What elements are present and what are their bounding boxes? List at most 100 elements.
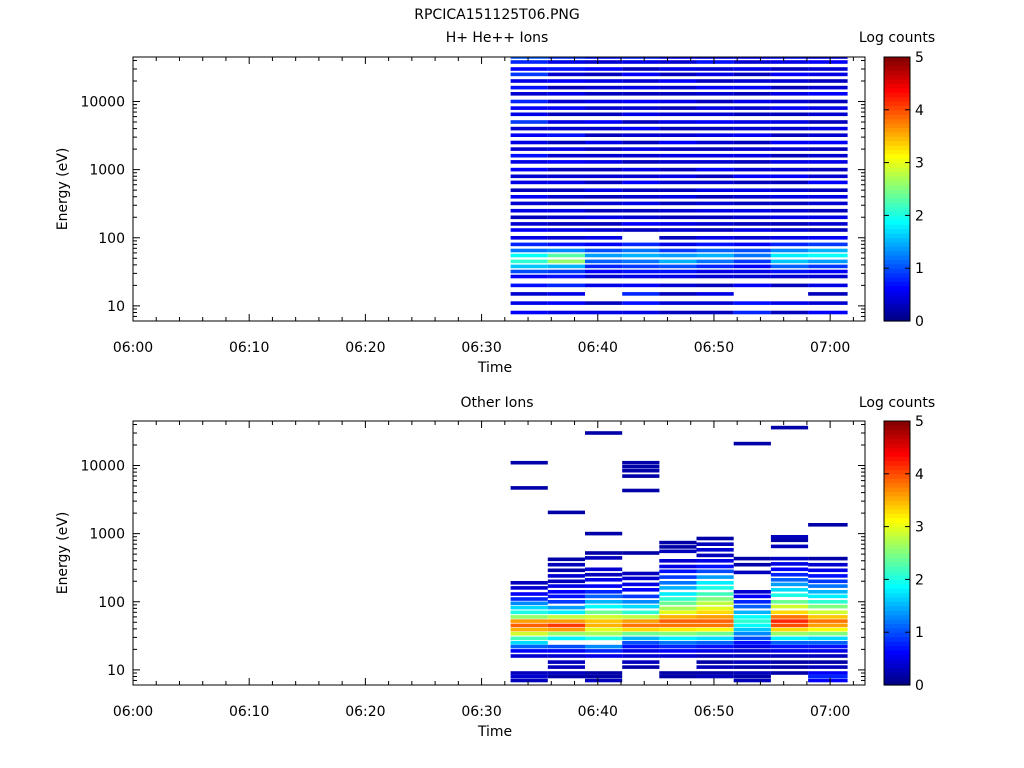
heatmap-cell	[733, 600, 771, 604]
plot-frame	[132, 56, 866, 322]
x-tick-label: 06:00	[113, 340, 153, 356]
heatmap-cell	[585, 248, 623, 253]
heatmap-cell	[808, 604, 848, 609]
heatmap-cell	[622, 600, 660, 604]
heatmap-cell	[622, 264, 660, 269]
colorbar-segment	[884, 645, 910, 651]
figure-title: RPCICA151125T06.PNG	[414, 7, 579, 23]
heatmap-cell	[547, 623, 585, 628]
colorbar-segment	[884, 131, 910, 137]
heatmap-cell	[547, 215, 585, 220]
heatmap-cell	[733, 283, 771, 288]
heatmap-cell	[547, 106, 585, 110]
heatmap-cell	[659, 228, 697, 232]
heatmap-cell	[770, 99, 809, 104]
colorbar-segment	[884, 548, 910, 554]
heatmap-cell	[547, 259, 585, 264]
heatmap-cell	[696, 269, 734, 274]
colorbar-segment	[884, 184, 910, 190]
heatmap-cell	[585, 236, 623, 240]
colorbar-segment	[884, 592, 910, 598]
heatmap-cell	[622, 310, 660, 315]
heatmap-cell	[808, 208, 848, 213]
heatmap-cell	[547, 665, 585, 669]
heatmap-cell	[510, 678, 548, 683]
heatmap-cell	[510, 644, 548, 649]
heatmap-cell	[808, 644, 848, 649]
heatmap-cell	[585, 531, 623, 536]
heatmap-cell	[510, 133, 548, 137]
heatmap-cell	[585, 133, 623, 137]
heatmap-cell	[547, 222, 585, 226]
heatmap-cell	[770, 588, 809, 592]
heatmap-cell	[585, 160, 623, 164]
heatmap-cell	[585, 106, 623, 110]
heatmap-cell	[659, 569, 697, 574]
y-tick-label: 10	[107, 299, 125, 315]
heatmap-cell	[770, 582, 809, 587]
colorbar-segment	[884, 487, 910, 492]
heatmap-cell	[547, 301, 585, 305]
heatmap-cell	[808, 600, 848, 604]
heatmap-cell	[659, 126, 697, 131]
heatmap-cell	[696, 112, 734, 117]
heatmap-cell	[510, 619, 548, 623]
colorbar-segment	[884, 641, 910, 646]
heatmap-cell	[622, 228, 660, 232]
heatmap-cell	[585, 567, 623, 572]
colorbar-segment	[884, 654, 910, 660]
heatmap-cell	[733, 674, 771, 679]
heatmap-cell	[770, 627, 809, 632]
heatmap-cell	[808, 310, 848, 315]
heatmap-cell	[510, 248, 548, 253]
heatmap-cell	[733, 147, 771, 151]
heatmap-cell	[659, 67, 697, 71]
colorbar-segment	[884, 434, 910, 440]
heatmap-cell	[808, 627, 848, 632]
heatmap-cell	[733, 594, 771, 599]
panel-title: H+ He++ Ions	[446, 30, 549, 46]
x-axis-label: Time	[477, 724, 512, 740]
x-tick-label: 06:40	[578, 340, 618, 356]
x-axis: 06:00 06:10 06:20 06:30 06:40 06:50 07:00	[113, 421, 854, 720]
heatmap-cell	[733, 441, 771, 446]
colorbar-segment	[884, 627, 910, 633]
colorbar-segment	[884, 136, 910, 142]
heatmap-cell	[733, 79, 771, 83]
heatmap-cell	[585, 671, 623, 675]
heatmap-cell	[547, 57, 585, 59]
x-axis: 06:00 06:10 06:20 06:30 06:40 06:50 07:00	[113, 57, 854, 356]
heatmap-cell	[770, 572, 809, 577]
heatmap-cell	[696, 569, 734, 574]
heatmap-cell	[770, 248, 809, 253]
heatmap-cell	[770, 264, 809, 269]
colorbar-segment	[884, 263, 910, 269]
heatmap-cell	[696, 195, 734, 199]
x-tick-label: 06:50	[694, 704, 734, 720]
heatmap-cell	[659, 112, 697, 117]
heatmap-cell	[585, 264, 623, 269]
heatmap-cell	[585, 92, 623, 96]
heatmap-cell	[808, 660, 848, 664]
heatmap-cell	[696, 542, 734, 546]
colorbar-segment	[884, 215, 910, 221]
heatmap-cell	[510, 269, 548, 274]
heatmap-plot: 06:00 06:10 06:20 06:30 06:40 06:50 07:00 10 100…	[80, 56, 866, 356]
heatmap-cell	[733, 562, 771, 567]
heatmap-cell	[659, 641, 697, 645]
heatmap-cell	[696, 671, 734, 675]
heatmap-cell	[585, 556, 623, 560]
heatmap-cell	[696, 644, 734, 649]
colorbar-segment	[884, 294, 910, 300]
heatmap-cell	[510, 167, 548, 172]
heatmap-cell	[622, 488, 660, 493]
heatmap-cell	[547, 510, 585, 515]
heatmap-cell	[547, 615, 585, 619]
colorbar-segment	[884, 566, 910, 572]
colorbar-tick-label: 5	[915, 414, 924, 430]
heatmap-cell	[770, 188, 809, 192]
colorbar-segment	[884, 96, 910, 102]
y-tick-label: 10000	[80, 95, 125, 111]
heatmap-cell	[510, 188, 548, 192]
heatmap-cell	[547, 248, 585, 253]
